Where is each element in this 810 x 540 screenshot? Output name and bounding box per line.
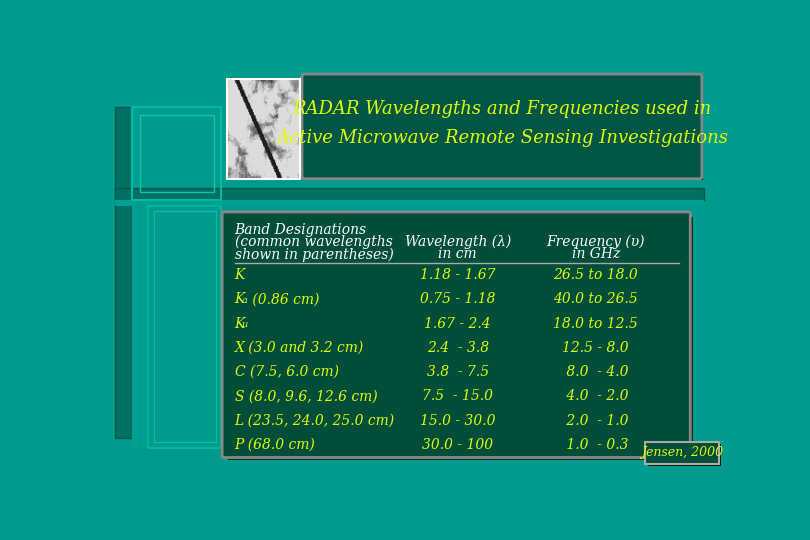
Text: P (68.0 cm): P (68.0 cm) bbox=[235, 438, 315, 452]
Text: L (23.5, 24.0, 25.0 cm): L (23.5, 24.0, 25.0 cm) bbox=[235, 414, 394, 428]
Text: 0.75 - 1.18: 0.75 - 1.18 bbox=[420, 292, 496, 306]
Bar bbox=[227, 79, 301, 179]
Text: shown in parentheses): shown in parentheses) bbox=[235, 247, 394, 262]
Bar bbox=[648, 444, 721, 466]
Text: 1.18 - 1.67: 1.18 - 1.67 bbox=[420, 268, 496, 282]
Text: RADAR Wavelengths and Frequencies used in: RADAR Wavelengths and Frequencies used i… bbox=[292, 100, 711, 118]
Bar bbox=[132, 107, 139, 438]
Bar bbox=[646, 442, 719, 464]
Text: 30.0 - 100: 30.0 - 100 bbox=[422, 438, 493, 452]
Text: 40.0 to 26.5: 40.0 to 26.5 bbox=[553, 292, 638, 306]
Text: in GHz: in GHz bbox=[572, 247, 620, 261]
Text: 7.5  - 15.0: 7.5 - 15.0 bbox=[422, 389, 493, 403]
Text: X (3.0 and 3.2 cm): X (3.0 and 3.2 cm) bbox=[235, 341, 364, 355]
Text: (common wavelengths: (common wavelengths bbox=[235, 234, 392, 248]
Bar bbox=[115, 107, 132, 438]
Text: 3.8  - 7.5: 3.8 - 7.5 bbox=[427, 365, 488, 379]
Text: 18.0 to 12.5: 18.0 to 12.5 bbox=[553, 316, 638, 330]
Bar bbox=[154, 211, 216, 442]
Text: (0.86 cm): (0.86 cm) bbox=[249, 292, 320, 306]
Text: 15.0 - 30.0: 15.0 - 30.0 bbox=[420, 414, 496, 428]
Text: K: K bbox=[235, 316, 245, 330]
Text: 4.0  - 2.0: 4.0 - 2.0 bbox=[562, 389, 629, 403]
Text: 1.67 - 2.4: 1.67 - 2.4 bbox=[424, 316, 491, 330]
FancyBboxPatch shape bbox=[302, 74, 702, 179]
Bar bbox=[115, 188, 704, 200]
Text: C (7.5, 6.0 cm): C (7.5, 6.0 cm) bbox=[235, 365, 339, 379]
Bar bbox=[140, 200, 146, 442]
Bar bbox=[140, 115, 214, 192]
Bar bbox=[115, 200, 704, 206]
Bar bbox=[308, 80, 703, 180]
Text: 1.0  - 0.3: 1.0 - 0.3 bbox=[562, 438, 629, 452]
Text: a: a bbox=[241, 296, 247, 305]
Text: Wavelength (λ): Wavelength (λ) bbox=[405, 234, 511, 248]
Text: K: K bbox=[235, 268, 245, 282]
Text: Active Microwave Remote Sensing Investigations: Active Microwave Remote Sensing Investig… bbox=[276, 129, 728, 147]
Bar bbox=[228, 217, 693, 460]
Text: Jensen, 2000: Jensen, 2000 bbox=[641, 447, 723, 460]
Text: 2.4  - 3.8: 2.4 - 3.8 bbox=[427, 341, 488, 355]
Bar bbox=[147, 206, 221, 448]
Bar bbox=[140, 206, 146, 448]
Bar bbox=[132, 107, 221, 200]
Text: S (8.0, 9.6, 12.6 cm): S (8.0, 9.6, 12.6 cm) bbox=[235, 389, 377, 403]
Text: Frequency (υ): Frequency (υ) bbox=[547, 234, 645, 248]
Text: K: K bbox=[235, 292, 245, 306]
Text: in cm: in cm bbox=[438, 247, 477, 261]
FancyBboxPatch shape bbox=[222, 212, 690, 457]
Text: u: u bbox=[241, 320, 248, 329]
Bar bbox=[132, 206, 139, 448]
Text: 12.5 - 8.0: 12.5 - 8.0 bbox=[562, 341, 629, 355]
Text: 2.0  - 1.0: 2.0 - 1.0 bbox=[562, 414, 629, 428]
Text: Band Designations: Band Designations bbox=[235, 222, 367, 237]
Text: 8.0  - 4.0: 8.0 - 4.0 bbox=[562, 365, 629, 379]
Text: 26.5 to 18.0: 26.5 to 18.0 bbox=[553, 268, 638, 282]
